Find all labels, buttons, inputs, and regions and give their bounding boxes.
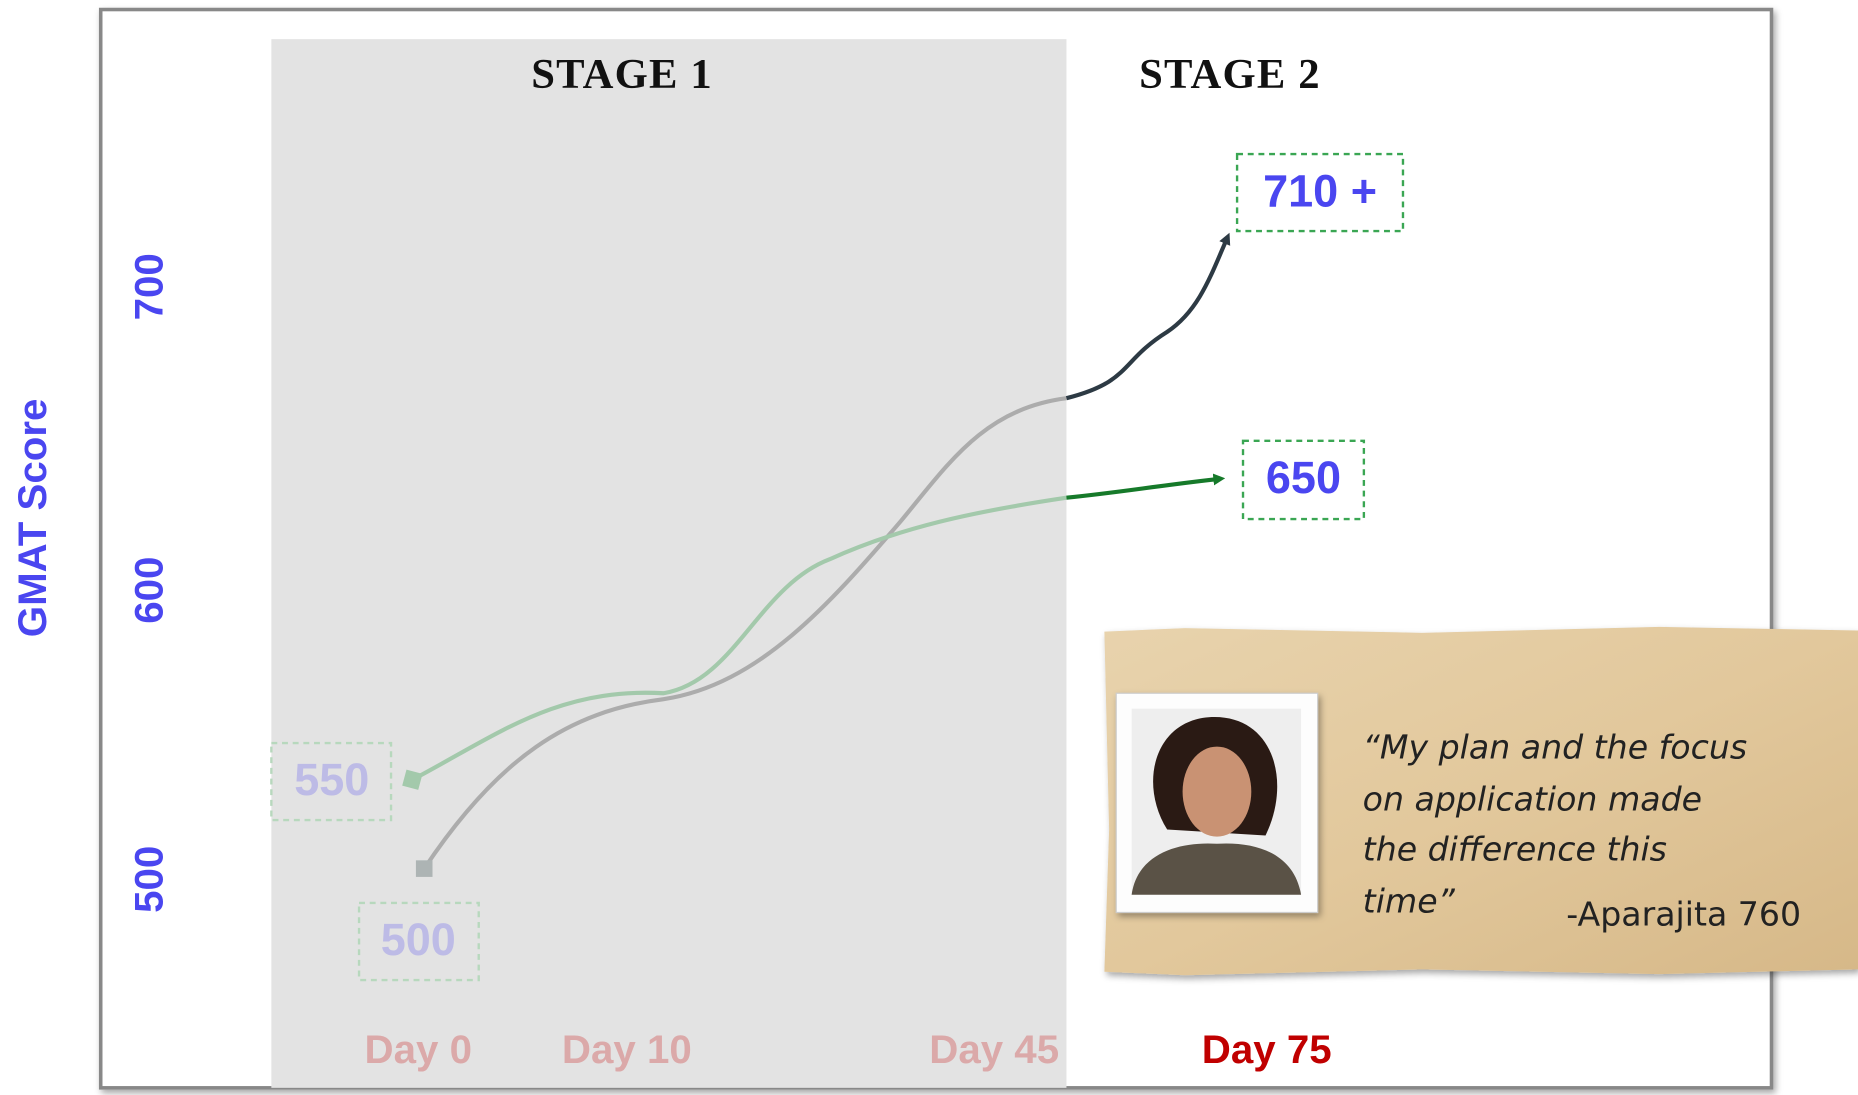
axis-tick: 700 <box>126 253 171 320</box>
score-label: 550 <box>294 754 369 805</box>
stage-label: STAGE 1 <box>531 51 713 98</box>
stage-label: STAGE 2 <box>1139 51 1321 98</box>
quote-line: “My plan and the focus <box>1363 727 1747 766</box>
photo <box>1116 693 1317 912</box>
day-label: Day 45 <box>929 1027 1059 1072</box>
day-label: Day 75 <box>1202 1027 1332 1072</box>
score-label: 650 <box>1266 452 1341 503</box>
quote-line: on application made <box>1363 780 1702 819</box>
day-label: Day 10 <box>562 1027 692 1072</box>
day-label: Day 0 <box>365 1027 472 1072</box>
quote-attribution: -Aparajita 760 <box>1566 895 1801 934</box>
photo-face <box>1183 747 1252 837</box>
axis-tick: 500 <box>126 846 171 913</box>
infographic: STAGE 1 STAGE 2 GMAT Score 700 600 500 7… <box>0 0 1858 1095</box>
score-label: 710 + <box>1263 165 1377 216</box>
score-label: 500 <box>381 914 456 965</box>
axis-tick: 600 <box>126 557 171 624</box>
quote-line: the difference this <box>1363 829 1667 868</box>
quote-line: time” <box>1363 881 1456 920</box>
axis-title: GMAT Score <box>10 399 55 638</box>
start-marker <box>416 860 433 877</box>
